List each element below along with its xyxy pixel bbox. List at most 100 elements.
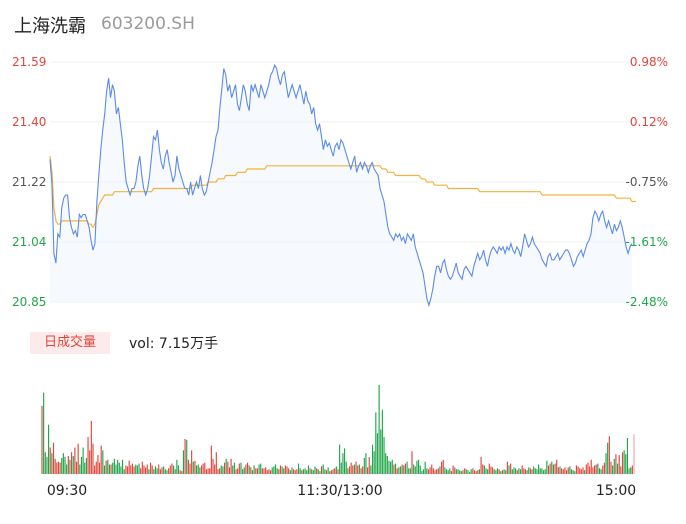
volume-bar <box>258 464 260 474</box>
volume-bar <box>501 470 504 474</box>
volume-bar <box>146 464 148 474</box>
volume-bar <box>342 453 344 474</box>
volume-bar <box>569 466 571 474</box>
volume-bar <box>607 442 609 474</box>
volume-bar <box>312 470 314 474</box>
volume-bar <box>539 468 541 474</box>
volume-bar <box>227 461 229 474</box>
volume-bar <box>41 405 43 474</box>
volume-bar <box>422 469 425 474</box>
volume-bar <box>454 467 456 474</box>
volume-bar <box>441 461 443 474</box>
volume-bar <box>598 468 601 474</box>
volume-bar <box>325 470 328 474</box>
volume-bar <box>108 464 110 474</box>
volume-bar <box>71 452 73 474</box>
volume-bar <box>495 470 497 474</box>
volume-bar <box>549 463 551 474</box>
volume-bar <box>153 469 155 474</box>
volume-bar <box>186 439 188 474</box>
volume-bar <box>616 463 619 474</box>
volume-bar <box>237 468 239 474</box>
volume-bar <box>59 462 61 474</box>
volume-bar <box>126 466 129 474</box>
volume-bar <box>464 468 466 474</box>
volume-bar <box>138 463 140 474</box>
volume-bar <box>431 464 433 474</box>
percent-tick-label: 0.12% <box>630 115 668 129</box>
volume-bar <box>538 464 540 474</box>
volume-bar <box>85 457 87 474</box>
volume-bar <box>140 468 142 474</box>
volume-bar <box>393 464 395 474</box>
percent-tick-label: 0.98% <box>630 55 668 69</box>
volume-bar <box>120 466 122 474</box>
volume-bar <box>579 468 581 474</box>
stock-name: 上海洗霸 <box>14 16 86 37</box>
volume-bar <box>281 466 283 474</box>
volume-bar <box>49 447 51 474</box>
volume-bar <box>503 469 505 474</box>
volume-bar <box>322 464 324 474</box>
volume-bar <box>531 469 533 474</box>
volume-bar <box>311 469 313 474</box>
volume-bar <box>519 469 522 474</box>
volume-bar <box>388 460 390 474</box>
volume-bar <box>508 465 510 474</box>
volume-bar <box>623 450 625 474</box>
price-line <box>49 63 633 308</box>
price-area <box>50 65 632 306</box>
volume-bar <box>202 463 204 474</box>
price-tick-label: 21.59 <box>12 55 46 69</box>
volume-bar <box>52 442 55 474</box>
volume-bar <box>362 466 364 474</box>
volume-bar <box>233 462 235 474</box>
volume-bar <box>465 469 467 474</box>
percent-tick-label: -1.61% <box>626 235 668 249</box>
volume-bar <box>401 464 403 474</box>
volume-bar <box>421 471 423 474</box>
volume-bar <box>582 467 584 474</box>
volume-bar <box>510 463 512 474</box>
percent-axis: 0.98% 0.12% -0.75% -1.61% -2.48% <box>626 55 668 309</box>
volume-bar <box>130 465 132 474</box>
volume-bar <box>271 467 273 474</box>
volume-bar <box>526 470 528 474</box>
volume-bar <box>478 469 480 474</box>
volume-bar <box>414 466 416 474</box>
volume-bar <box>547 465 550 474</box>
volume-bar <box>396 468 398 474</box>
volume-bar <box>209 468 211 474</box>
volume-bar <box>149 462 152 474</box>
volume-tag[interactable]: 日成交量 <box>30 332 110 354</box>
volume-bar <box>117 459 119 474</box>
volume-bar <box>205 469 208 474</box>
volume-bar <box>166 470 168 474</box>
volume-bar <box>214 464 216 474</box>
volume-bar <box>633 434 635 474</box>
volume-bar <box>261 468 263 474</box>
volume-bar <box>562 469 564 474</box>
volume-bar <box>524 469 527 474</box>
volume-bar <box>164 469 166 474</box>
price-tick-label: 21.22 <box>12 175 46 189</box>
volume-bar <box>179 470 181 474</box>
volume-bar <box>115 464 117 474</box>
volume-bar <box>350 462 352 474</box>
volume-bar <box>424 461 426 474</box>
volume-bar <box>347 468 349 474</box>
volume-bar <box>82 447 84 474</box>
volume-bar <box>46 456 48 474</box>
volume-bar <box>434 470 436 474</box>
volume-bar <box>383 437 385 474</box>
volume-bar <box>408 468 410 474</box>
volume-bar <box>97 455 99 474</box>
percent-tick-label: -2.48% <box>626 295 668 309</box>
volume-bar <box>371 444 374 474</box>
volume-bar <box>470 469 472 474</box>
volume-bar <box>260 463 262 474</box>
volume-bar <box>51 453 53 474</box>
volume-bar <box>381 409 383 474</box>
volume-bar <box>243 467 245 474</box>
volume-bar <box>523 468 525 474</box>
